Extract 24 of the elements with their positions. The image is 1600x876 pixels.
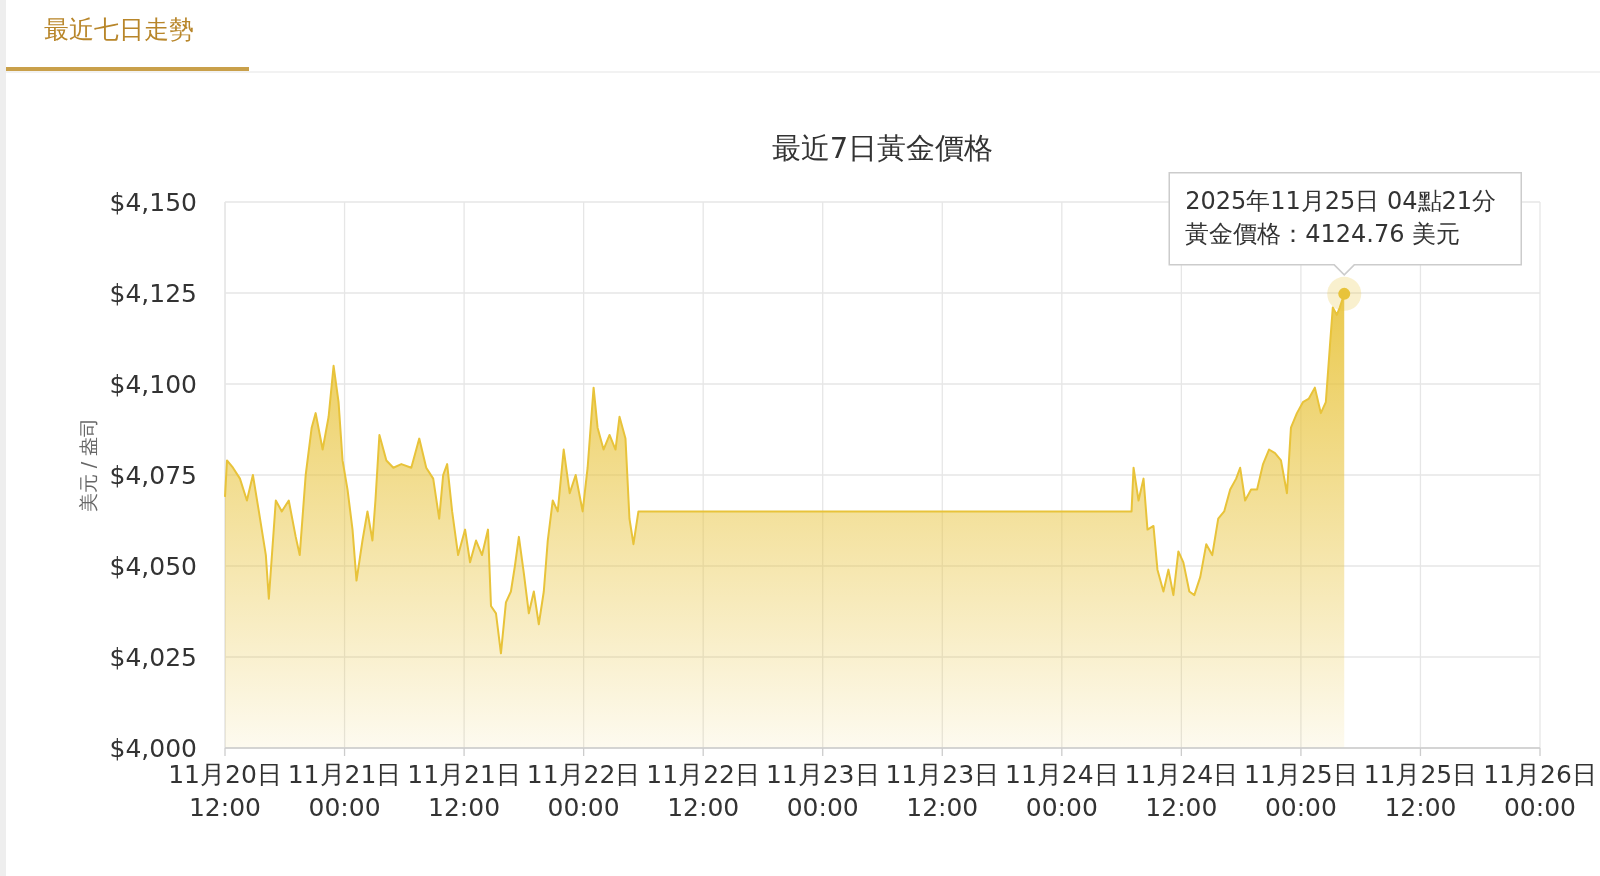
x-tick-label: 11月21日 12:00 [407, 760, 521, 822]
x-tick-label: 11月21日 00:00 [287, 760, 402, 822]
x-tick-label: 11月23日 12:00 [885, 760, 1000, 822]
x-tick-label: 11月24日 12:00 [1124, 760, 1239, 822]
x-tick-label: 11月25日 12:00 [1363, 760, 1478, 822]
y-tick-label: $4,100 [109, 370, 197, 399]
text: 最近七日走勢 [44, 15, 194, 44]
x-tick-label: 11月20日 12:00 [168, 760, 282, 822]
x-tick-label: 11月24日 00:00 [1005, 760, 1119, 822]
annotation: 2025年11月25日 04點21分 [1185, 186, 1497, 215]
y-tick-label: $4,050 [109, 552, 197, 581]
x-tick-label: 11月23日 00:00 [765, 760, 880, 822]
y-tick-label: $4,025 [109, 643, 197, 672]
x-tick-label: 11月22日 00:00 [526, 760, 641, 822]
y-tick-label: $4,075 [109, 461, 197, 490]
annotation: 黃金價格：4124.76 美元 [1185, 219, 1461, 248]
chart-title: 最近7日黃金價格 [771, 131, 994, 165]
y-tick-label: $4,000 [109, 734, 197, 763]
y-tick-label: $4,125 [109, 279, 197, 308]
y-tick-label: $4,150 [109, 188, 197, 217]
x-tick-label: 11月22日 12:00 [646, 760, 760, 822]
y-axis-title: 美元 / 盎司 [77, 417, 99, 513]
x-tick-label: 11月25日 00:00 [1244, 760, 1358, 822]
x-tick-label: 11月26日 00:00 [1483, 760, 1597, 822]
